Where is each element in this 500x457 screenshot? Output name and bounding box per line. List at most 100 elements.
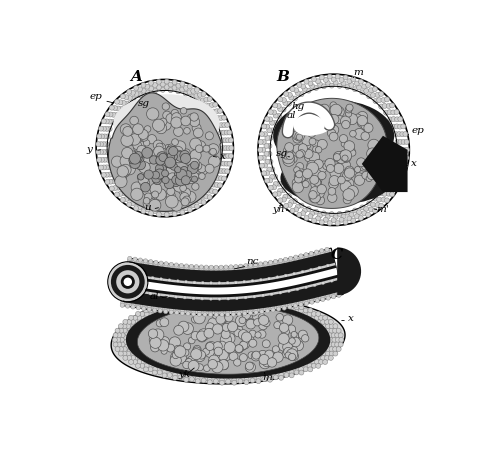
Circle shape bbox=[258, 321, 268, 330]
Circle shape bbox=[321, 161, 327, 167]
Circle shape bbox=[218, 176, 224, 181]
Circle shape bbox=[134, 277, 137, 281]
Circle shape bbox=[366, 170, 375, 179]
Circle shape bbox=[286, 283, 290, 287]
Circle shape bbox=[327, 113, 338, 124]
Circle shape bbox=[134, 200, 139, 205]
Circle shape bbox=[325, 80, 330, 85]
Circle shape bbox=[169, 265, 173, 269]
Circle shape bbox=[141, 88, 146, 93]
Circle shape bbox=[362, 164, 368, 170]
Circle shape bbox=[199, 265, 203, 269]
Circle shape bbox=[120, 301, 125, 305]
Circle shape bbox=[198, 329, 209, 340]
Circle shape bbox=[248, 311, 252, 315]
Circle shape bbox=[331, 292, 335, 297]
Circle shape bbox=[326, 251, 330, 256]
Circle shape bbox=[296, 134, 302, 140]
Circle shape bbox=[136, 159, 145, 170]
Circle shape bbox=[200, 291, 204, 294]
Circle shape bbox=[118, 328, 124, 333]
Circle shape bbox=[203, 306, 207, 310]
Circle shape bbox=[366, 148, 378, 159]
Circle shape bbox=[190, 150, 201, 161]
Circle shape bbox=[202, 348, 209, 355]
Circle shape bbox=[192, 374, 198, 379]
Circle shape bbox=[184, 171, 192, 178]
Circle shape bbox=[128, 326, 132, 331]
Text: u: u bbox=[144, 203, 150, 213]
Circle shape bbox=[234, 287, 238, 291]
Circle shape bbox=[310, 300, 314, 304]
Circle shape bbox=[122, 324, 127, 329]
Circle shape bbox=[172, 352, 179, 359]
Circle shape bbox=[199, 271, 203, 276]
Circle shape bbox=[322, 351, 327, 356]
Circle shape bbox=[339, 337, 344, 342]
Circle shape bbox=[239, 266, 243, 271]
Circle shape bbox=[182, 323, 194, 335]
Circle shape bbox=[129, 157, 136, 164]
Circle shape bbox=[324, 218, 328, 222]
Circle shape bbox=[264, 178, 270, 183]
Circle shape bbox=[285, 264, 289, 268]
Circle shape bbox=[144, 197, 150, 204]
Circle shape bbox=[156, 165, 164, 173]
Circle shape bbox=[203, 313, 207, 317]
Circle shape bbox=[162, 302, 167, 307]
Circle shape bbox=[329, 324, 334, 329]
Circle shape bbox=[298, 308, 304, 313]
Circle shape bbox=[250, 308, 258, 316]
Circle shape bbox=[258, 315, 269, 325]
Circle shape bbox=[264, 350, 274, 359]
Circle shape bbox=[168, 144, 175, 152]
Circle shape bbox=[216, 298, 222, 303]
Circle shape bbox=[176, 208, 181, 213]
Circle shape bbox=[194, 141, 205, 153]
Circle shape bbox=[286, 147, 293, 154]
Circle shape bbox=[132, 322, 136, 327]
Circle shape bbox=[216, 168, 221, 173]
Circle shape bbox=[152, 370, 158, 375]
Circle shape bbox=[134, 141, 145, 153]
Circle shape bbox=[218, 285, 221, 288]
Circle shape bbox=[260, 268, 264, 272]
Circle shape bbox=[214, 379, 218, 383]
Circle shape bbox=[102, 134, 108, 139]
Circle shape bbox=[278, 188, 282, 193]
Circle shape bbox=[184, 343, 190, 350]
Circle shape bbox=[161, 120, 171, 130]
Circle shape bbox=[137, 357, 142, 362]
Circle shape bbox=[273, 121, 278, 125]
Circle shape bbox=[113, 342, 118, 347]
Circle shape bbox=[264, 267, 268, 271]
Circle shape bbox=[310, 255, 314, 260]
Circle shape bbox=[138, 131, 146, 140]
Circle shape bbox=[391, 124, 396, 129]
Circle shape bbox=[218, 361, 226, 370]
Circle shape bbox=[234, 265, 238, 269]
Circle shape bbox=[400, 163, 404, 168]
Circle shape bbox=[154, 189, 166, 200]
Circle shape bbox=[138, 129, 148, 139]
Circle shape bbox=[235, 345, 243, 353]
Circle shape bbox=[216, 376, 222, 381]
Text: m: m bbox=[262, 373, 272, 383]
Circle shape bbox=[162, 170, 168, 177]
Circle shape bbox=[326, 165, 334, 172]
Circle shape bbox=[290, 352, 298, 361]
Circle shape bbox=[209, 291, 212, 294]
Circle shape bbox=[137, 315, 142, 320]
Circle shape bbox=[340, 151, 346, 157]
Circle shape bbox=[212, 116, 218, 121]
Circle shape bbox=[208, 306, 213, 310]
Circle shape bbox=[224, 341, 235, 353]
Circle shape bbox=[142, 302, 146, 306]
Circle shape bbox=[327, 267, 330, 271]
Circle shape bbox=[112, 156, 122, 167]
Circle shape bbox=[260, 287, 264, 291]
Circle shape bbox=[255, 332, 261, 338]
Circle shape bbox=[328, 356, 334, 360]
Circle shape bbox=[209, 285, 212, 288]
Circle shape bbox=[394, 117, 400, 122]
